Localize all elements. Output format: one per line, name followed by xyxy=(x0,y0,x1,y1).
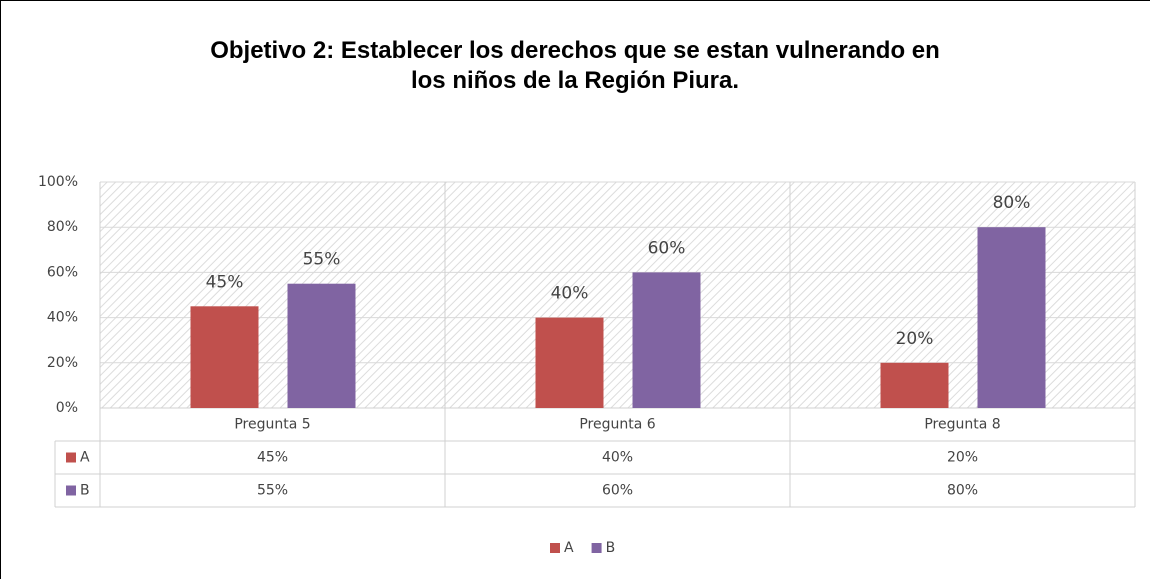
y-tick-label: 100% xyxy=(38,174,78,190)
bar xyxy=(977,227,1046,408)
x-tick-label: Pregunta 5 xyxy=(234,417,310,433)
table-cell: 20% xyxy=(947,450,978,466)
bar xyxy=(880,362,949,408)
plot-area xyxy=(100,182,1135,408)
bar xyxy=(535,317,604,408)
bar xyxy=(190,306,259,408)
y-tick-label: 40% xyxy=(47,310,78,326)
y-tick-label: 0% xyxy=(56,400,78,416)
table-cell: 80% xyxy=(947,483,978,499)
data-label: 60% xyxy=(648,238,686,258)
table-series-name: A xyxy=(80,450,90,466)
data-label: 20% xyxy=(896,329,934,349)
table-series-name: B xyxy=(80,483,90,499)
table-cell: 55% xyxy=(257,483,288,499)
table-legend-key xyxy=(66,452,76,463)
x-tick-label: Pregunta 6 xyxy=(579,417,655,433)
bar xyxy=(287,283,356,408)
legend-label: A xyxy=(564,540,574,556)
x-tick-label: Pregunta 8 xyxy=(924,417,1000,433)
legend-label: B xyxy=(606,540,616,556)
data-label: 80% xyxy=(993,193,1031,213)
table-cell: 40% xyxy=(602,450,633,466)
legend-key xyxy=(591,543,602,553)
bar xyxy=(632,272,701,408)
table-legend-key xyxy=(66,485,76,496)
table-cell: 45% xyxy=(257,450,288,466)
y-tick-label: 20% xyxy=(47,355,78,371)
legend-key xyxy=(550,543,560,553)
data-label: 55% xyxy=(303,250,341,270)
y-tick-label: 60% xyxy=(47,264,78,280)
data-label: 45% xyxy=(206,272,244,292)
table-cell: 60% xyxy=(602,483,633,499)
y-tick-label: 80% xyxy=(47,219,78,235)
chart-title: Objetivo 2: Establecer los derechos que … xyxy=(210,37,940,94)
data-label: 40% xyxy=(551,284,589,304)
